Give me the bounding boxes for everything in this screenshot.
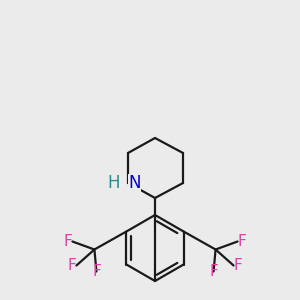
- Text: F: F: [64, 234, 72, 249]
- Text: N: N: [128, 174, 140, 192]
- Text: F: F: [238, 234, 246, 249]
- Text: H: H: [107, 174, 120, 192]
- Text: F: F: [234, 258, 242, 273]
- Text: F: F: [209, 264, 218, 279]
- Text: F: F: [92, 264, 101, 279]
- Text: F: F: [68, 258, 76, 273]
